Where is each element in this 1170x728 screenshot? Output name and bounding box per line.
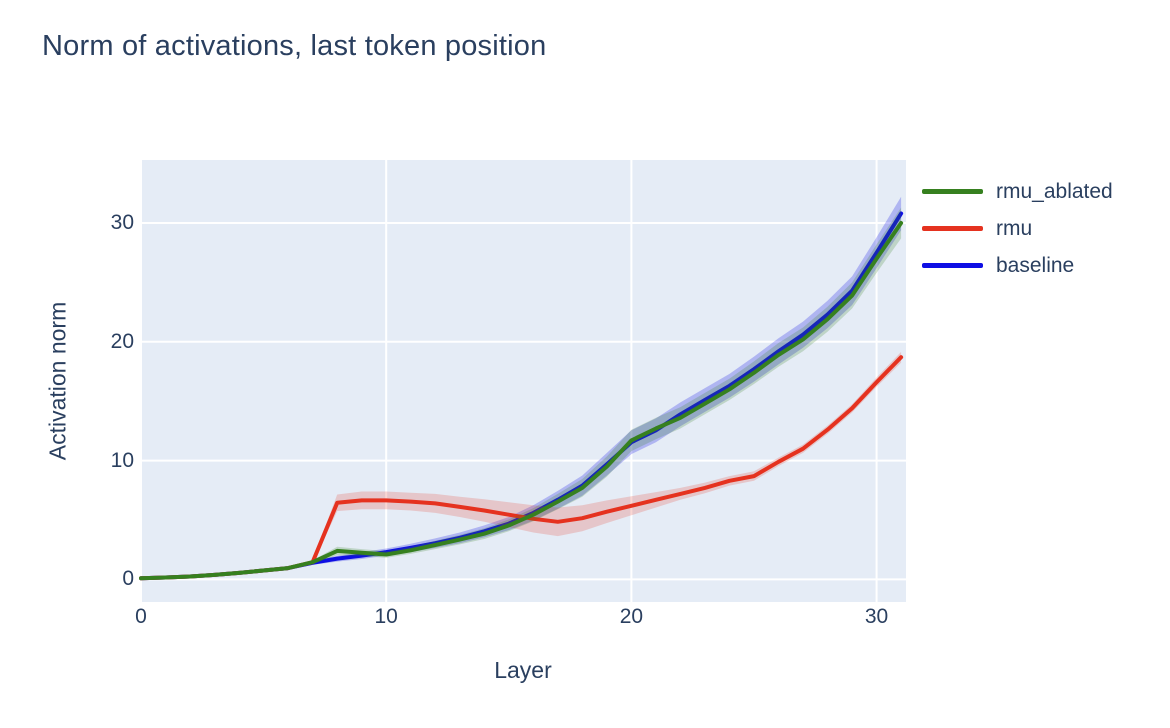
y-tick-label: 0 — [122, 567, 134, 591]
x-tick-label: 30 — [864, 605, 889, 628]
plot-area — [141, 160, 906, 602]
y-tick-label: 10 — [110, 448, 134, 472]
legend-label: rmu — [996, 216, 1033, 240]
x-tick-label: 10 — [374, 605, 398, 628]
legend-item-rmu[interactable]: rmu — [922, 217, 1113, 240]
x-tick-label: 20 — [619, 605, 644, 628]
series-line-rmu_ablated — [139, 221, 904, 581]
y-tick-label: 30 — [110, 210, 134, 234]
x-axis-title: Layer — [494, 657, 552, 683]
y-tick-label: 20 — [110, 329, 134, 353]
legend-line-swatch — [922, 226, 983, 231]
x-tick-label: 0 — [135, 605, 147, 628]
legend-label: baseline — [996, 253, 1075, 277]
y-axis-title: Activation norm — [44, 301, 71, 461]
chart-title: Norm of activations, last token position — [42, 30, 547, 62]
legend-label: rmu_ablated — [996, 179, 1113, 203]
legend-line-swatch — [922, 263, 983, 268]
legend-line-swatch — [922, 189, 983, 194]
legend-item-baseline[interactable]: baseline — [922, 254, 1113, 277]
legend-item-rmu_ablated[interactable]: rmu_ablated — [922, 180, 1113, 203]
